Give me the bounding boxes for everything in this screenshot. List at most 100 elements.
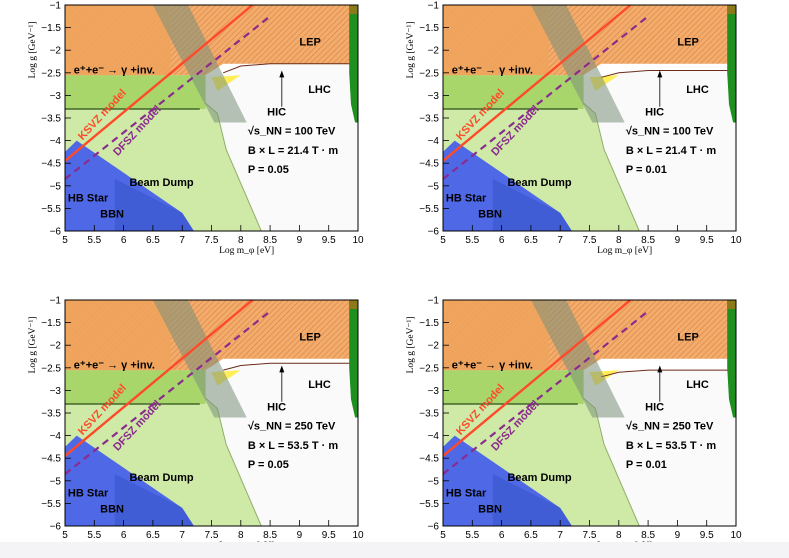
panel-bottom-left-dfsz-line: [65, 310, 271, 475]
panel-top-left-y-tick-label: −1: [50, 1, 62, 12]
panel-top-left-x-axis-title: Log m_φ [eV]: [219, 246, 274, 256]
panel-bottom-left-lhc-band-top: [349, 300, 358, 310]
panel-top-left-x-tick-label: 7.5: [205, 235, 219, 246]
panel-top-right-x-axis-title: Log m_φ [eV]: [597, 246, 652, 256]
panel-bottom-left-label-hic: HIC: [267, 402, 286, 414]
panel-top-right-label-beam-dump: Beam Dump: [507, 177, 571, 189]
panel-top-right-x-tick-label: 9: [675, 235, 681, 246]
panel-top-left-label-lep: LEP: [299, 37, 320, 49]
panel-bottom-left-y-tick-label: −3: [50, 386, 62, 397]
panel-top-left-diagonal-band: [152, 5, 247, 123]
panel-bottom-left-label-lep: LEP: [299, 332, 320, 344]
panel-bottom-left-plot-area: [65, 300, 358, 526]
panel-bottom-right-y-tick-label: −1: [428, 296, 440, 307]
panel-top-right-y-tick-label: −3: [428, 91, 440, 102]
panel-bottom-right-plot-area: [443, 300, 736, 526]
panel-bottom-right-label-hic: HIC: [645, 402, 664, 414]
panel-bottom-left-label-hb-star: HB Star: [68, 488, 109, 500]
panel-top-right-x-tick-label: 10: [730, 235, 742, 246]
panel-top-left-hic-arrow-head: [279, 70, 285, 78]
panel-top-left-hic-region: [199, 63, 358, 231]
panel-bottom-right-hic-arrow-head: [657, 365, 663, 373]
panel-bottom-left-label-ee: e⁺+e⁻ → γ +inv.: [74, 360, 155, 372]
panel-top-left-label-ee: e⁺+e⁻ → γ +inv.: [74, 65, 155, 77]
panel-top-right-x-tick-label: 5.5: [465, 235, 479, 246]
panel-top-left-x-tick-label: 9.5: [322, 235, 336, 246]
panel-top-right-ksvz-line: [443, 5, 632, 162]
panel-top-right-y-tick-label: −2: [428, 46, 440, 57]
panel-bottom-right-y-tick-label: −4: [428, 431, 440, 442]
panel-top-right-ee-region: [443, 75, 584, 109]
panel-bottom-right-x-tick-label: 9.5: [700, 530, 714, 541]
panel-bottom-left-x-tick-label: 5: [62, 530, 68, 541]
panel-bottom-right-y-tick-label: −6: [428, 522, 440, 533]
panel-bottom-left-label-beam-dump: Beam Dump: [129, 472, 193, 484]
panel-bottom-right-y-tick-label: −4.5: [419, 454, 439, 465]
panel-bottom-right-y-tick-label: −1.5: [419, 318, 439, 329]
panel-top-right-y-axis-title: Log g [GeV⁻¹]: [406, 22, 416, 79]
panel-bottom-left-diagonal-band: [152, 300, 247, 418]
panel-bottom-left-y-tick-label: −6: [50, 522, 62, 533]
panel-top-left-x-tick-label: 8.5: [263, 235, 277, 246]
panel-bottom-right-label-beam-dump: Beam Dump: [507, 472, 571, 484]
panel-bottom-right-x-tick-label: 5: [440, 530, 446, 541]
panel-top-left-ksvz-line: [65, 5, 254, 162]
panel-top-right-label-lhc: LHC: [686, 84, 709, 96]
panel-top-right-diagonal-band: [530, 5, 625, 123]
panel-bottom-right-label-bbn: BBN: [478, 503, 502, 515]
panel-top-left-x-tick-label: 10: [352, 235, 364, 246]
panel-top-right-bbn-region: [492, 179, 572, 231]
panel-top-right-param-p: P = 0.01: [626, 164, 667, 176]
panel-bottom-right-y-tick-label: −2.5: [419, 363, 439, 374]
panel-bottom-right-ksvz-line: [443, 300, 632, 457]
panel-top-left-label-hic: HIC: [267, 107, 286, 119]
panel-top-left-y-tick-label: −3.5: [41, 114, 61, 125]
panel-bottom-left-lhc-band: [349, 300, 358, 418]
panel-bottom-left-x-tick-label: 6: [121, 530, 127, 541]
panel-top-right-x-tick-label: 6: [499, 235, 505, 246]
panel-bottom-left-param-p: P = 0.05: [248, 459, 289, 471]
panel-bottom-left-y-tick-label: −2.5: [41, 363, 61, 374]
panel-top-right-lhc-band: [727, 5, 736, 123]
panel-top-left-lep-solid: [65, 5, 171, 76]
panel-top-left-y-tick-label: −2: [50, 46, 62, 57]
panel-bottom-left-label-bbn: BBN: [100, 503, 124, 515]
panel-bottom-left-x-tick-label: 6.5: [146, 530, 160, 541]
panel-top-left-y-tick-label: −1.5: [41, 23, 61, 34]
panel-top-left-plot-area: [65, 5, 358, 231]
panel-bottom-left-x-tick-label: 7.5: [205, 530, 219, 541]
panel-top-right-hic-boundary: [601, 70, 736, 78]
panel-bottom-left-y-tick-label: −5: [50, 476, 62, 487]
panel-top-right-y-tick-label: −4.5: [419, 159, 439, 170]
panel-bottom-left-lep-solid: [65, 300, 171, 371]
panel-bottom-left-x-tick-label: 7: [179, 530, 185, 541]
panel-bottom-right-y-tick-label: −3: [428, 386, 440, 397]
panel-top-right-label-hic: HIC: [645, 107, 664, 119]
panel-bottom-right-y-tick-label: −5.5: [419, 499, 439, 510]
panel-top-left-x-tick-label: 7: [179, 235, 185, 246]
panel-bottom-right-lhc-band: [727, 300, 736, 418]
panel-bottom-right-label-lep: LEP: [677, 332, 698, 344]
panel-bottom-left-y-tick-label: −3.5: [41, 409, 61, 420]
panel-top-right-label-hb-star: HB Star: [446, 193, 487, 205]
panel-top-right-y-tick-label: −5.5: [419, 204, 439, 215]
panel-top-left-label-bbn: BBN: [100, 208, 124, 220]
panel-top-right-label-lep: LEP: [677, 37, 698, 49]
panel-bottom-left-ksvz-line: [65, 300, 254, 457]
panel-bottom-left-x-tick-label: 8.5: [263, 530, 277, 541]
panel-bottom-right-bbn-region: [492, 474, 572, 526]
panel-bottom-left-y-tick-label: −5.5: [41, 499, 61, 510]
panel-top-left-y-tick-label: −3: [50, 91, 62, 102]
panel-top-right-y-tick-label: −6: [428, 227, 440, 238]
panel-top-right-y-tick-label: −4: [428, 136, 440, 147]
panel-top-right-plot-area: [443, 5, 736, 231]
panel-top-left-dfsz-line: [65, 15, 271, 180]
panel-top-right-x-tick-label: 8.5: [641, 235, 655, 246]
panel-top-right-x-tick-label: 8: [616, 235, 622, 246]
panel-bottom-right-label-ee: e⁺+e⁻ → γ +inv.: [452, 360, 533, 372]
panel-top-right-lep-solid: [443, 5, 549, 76]
panel-top-left-y-tick-label: −4.5: [41, 159, 61, 170]
panel-top-left-x-tick-label: 8: [238, 235, 244, 246]
panel-top-right-dfsz-line: [443, 15, 649, 180]
panel-bottom-right-x-axis-title: Log m_φ [eV]: [597, 541, 652, 542]
